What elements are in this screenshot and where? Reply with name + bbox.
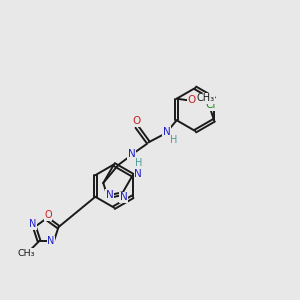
Text: N: N	[47, 236, 55, 246]
Text: N: N	[163, 127, 171, 137]
Text: O: O	[44, 210, 52, 220]
Text: N: N	[134, 169, 142, 179]
Text: H: H	[135, 158, 142, 168]
Text: N: N	[29, 219, 37, 229]
Text: CH₃: CH₃	[196, 93, 214, 103]
Text: N: N	[120, 192, 128, 203]
Text: O: O	[188, 95, 196, 105]
Text: Cl: Cl	[205, 100, 216, 110]
Text: CH₃: CH₃	[17, 249, 35, 258]
Text: N: N	[128, 149, 136, 160]
Text: N: N	[106, 190, 114, 200]
Text: H: H	[170, 135, 177, 146]
Text: O: O	[133, 116, 141, 127]
